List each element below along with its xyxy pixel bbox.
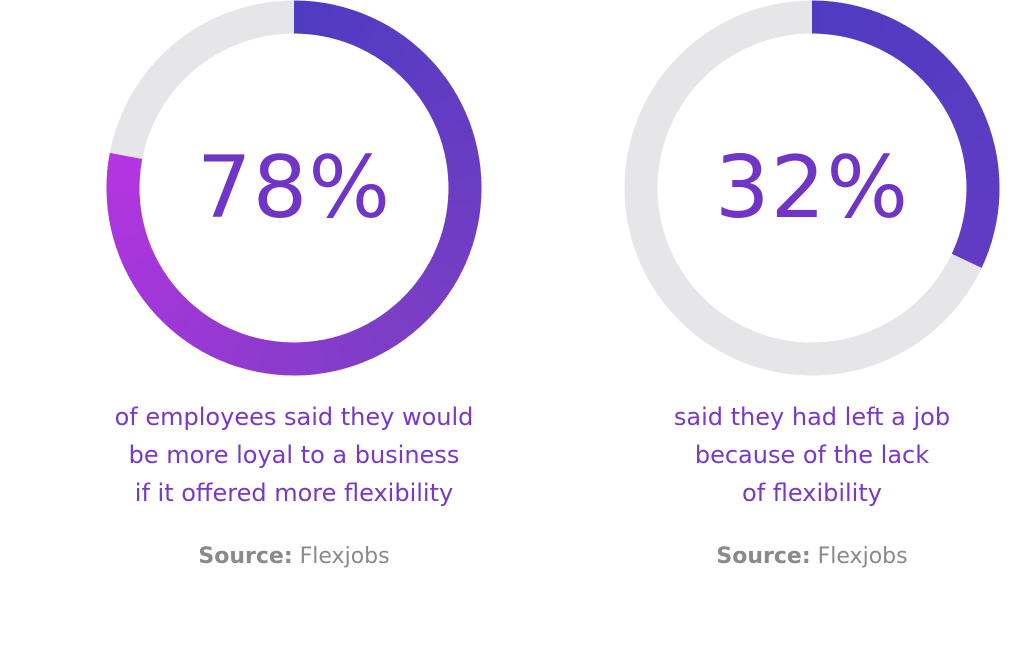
source-label: Source: [198, 544, 293, 569]
percentage-value: 32% [714, 138, 910, 238]
donut-value-arc-segment [108, 152, 143, 168]
stat-caption: of employees said they would be more loy… [94, 398, 494, 512]
caption-line: be more loyal to a business [128, 441, 460, 469]
source-name: Flexjobs [817, 544, 908, 569]
caption-line: if it offered more flexibility [134, 479, 454, 507]
stat-card-employees-loyal: 78% of employees said they would be more… [94, 0, 494, 600]
donut-chart-left-job [624, 0, 1000, 376]
source-attribution: Source: Flexjobs [612, 541, 1012, 573]
caption-line: said they had left a job [673, 403, 951, 431]
caption-line: of flexibility [742, 479, 882, 507]
donut-chart-employees-loyal [106, 0, 482, 376]
stat-caption: said they had left a job because of the … [612, 398, 1012, 512]
caption-line: of employees said they would [114, 403, 474, 431]
donut-value-arc-segment [951, 246, 986, 268]
caption-line: because of the lack [694, 441, 930, 469]
source-attribution: Source: Flexjobs [94, 541, 494, 573]
percentage-value: 78% [196, 138, 392, 238]
stat-card-left-job: 32% said they had left a job because of … [612, 0, 1012, 600]
source-name: Flexjobs [299, 544, 390, 569]
source-label: Source: [716, 544, 811, 569]
